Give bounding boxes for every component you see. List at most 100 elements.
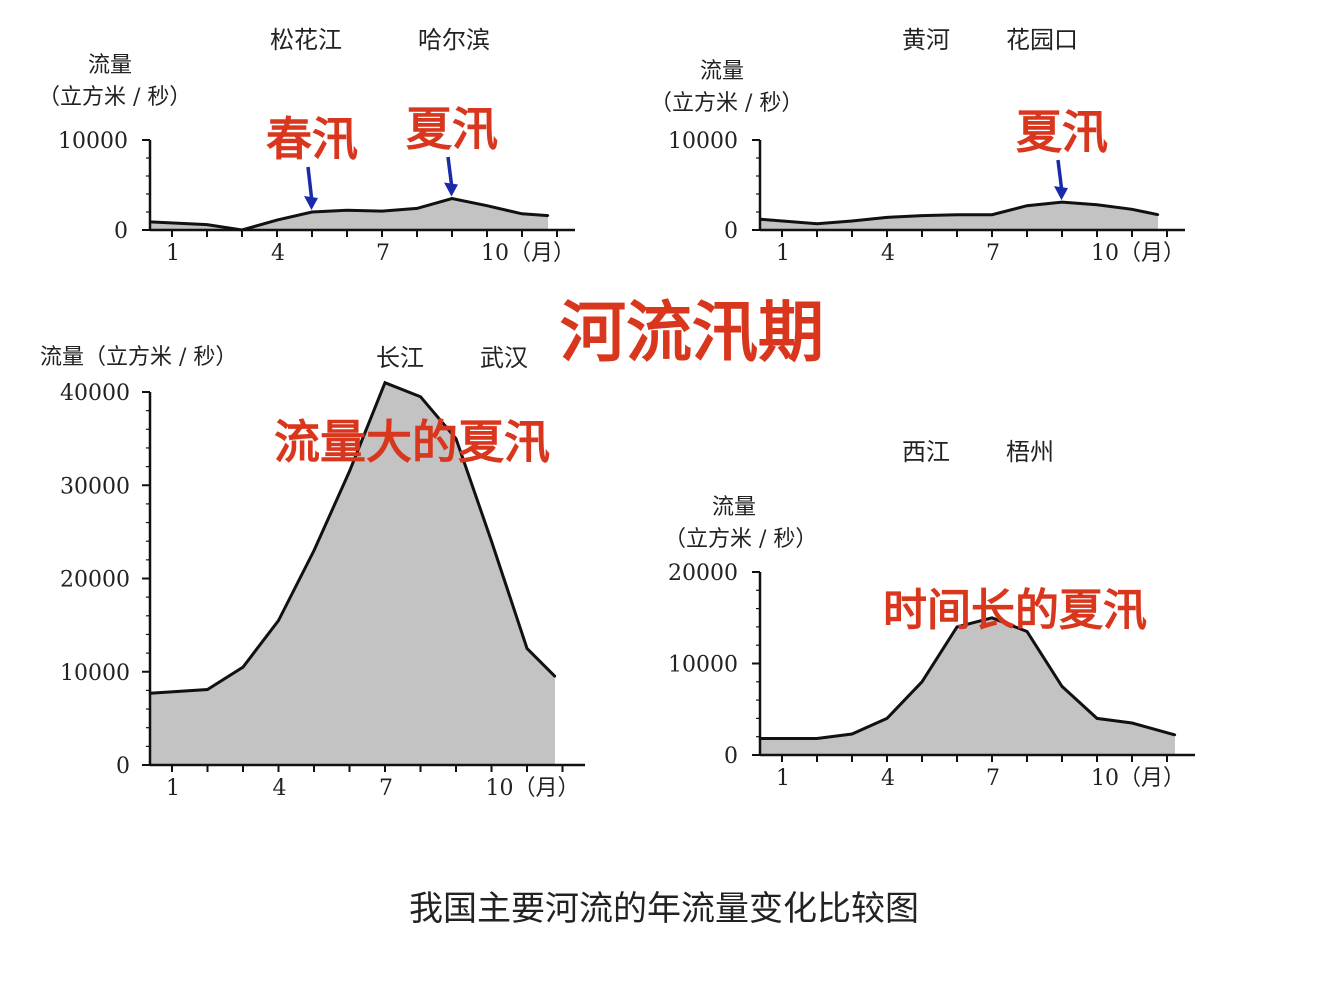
chart-river-label: 黄河 <box>902 26 950 54</box>
annotation-arrowhead <box>304 196 318 210</box>
y-tick-label: 10000 <box>58 129 128 154</box>
data-point-month-4 <box>275 218 279 222</box>
data-point-month-3 <box>850 219 854 223</box>
data-point-month-2 <box>205 223 209 226</box>
annotation-label: 时间长的夏汛 <box>883 585 1147 636</box>
y-axis-unit: （立方米 / 秒） <box>664 527 817 552</box>
annotation-label: 流量大的夏汛 <box>274 415 550 469</box>
data-point-month-5 <box>920 680 924 683</box>
data-point-month-9 <box>1060 200 1064 204</box>
y-tick-label: 30000 <box>60 474 130 499</box>
annotation-label: 夏汛 <box>1016 105 1108 159</box>
y-tick-label: 0 <box>114 219 128 244</box>
data-point-month-3 <box>241 665 245 669</box>
x-tick-label: 10（月） <box>1091 241 1185 266</box>
x-tick-label: 4 <box>273 776 287 801</box>
y-tick-label: 0 <box>116 754 130 779</box>
chart-river-label: 松花江 <box>270 26 342 54</box>
data-point-month-7 <box>990 616 994 619</box>
data-point-month-9 <box>450 197 454 200</box>
x-tick-label: 10（月） <box>481 241 575 266</box>
data-point-month-8 <box>419 395 422 398</box>
figure-caption: 我国主要河流的年流量变化比较图 <box>409 889 919 929</box>
data-point-month-6 <box>955 213 959 216</box>
flow-area <box>760 617 1175 755</box>
y-axis-label: 流量 <box>712 495 756 520</box>
data-point-month-11 <box>520 212 524 215</box>
chart-station-label: 武汉 <box>480 344 528 372</box>
data-point-month-9 <box>454 437 458 440</box>
chart-river-label: 西江 <box>902 438 950 466</box>
annotation-arrow <box>306 166 314 203</box>
chart-xijiang-wuzhou: 西江 梧州 流量 （立方米 / 秒） 1 4 7 10（月） 0 10000 20000 时间… <box>664 438 1195 791</box>
data-point-month-10 <box>485 204 489 207</box>
x-tick-label: 7 <box>376 241 390 266</box>
x-tick-label: 1 <box>166 241 180 266</box>
data-point-month-10 <box>490 540 493 543</box>
y-axis-label: 流量 <box>700 59 744 84</box>
data-point-month-10 <box>1095 203 1099 206</box>
chart-station-label: 梧州 <box>1006 438 1054 466</box>
x-tick-label: 10（月） <box>1091 766 1185 791</box>
x-tick-label: 4 <box>881 766 895 791</box>
data-point-month-12 <box>546 214 550 217</box>
x-tick-label: 1 <box>166 776 180 801</box>
data-point-month-7 <box>990 213 994 216</box>
main-title: 河流汛期 <box>560 294 824 371</box>
annotation-arrow <box>446 156 454 189</box>
x-tick-label: 1 <box>776 766 790 791</box>
data-point-month-6 <box>348 470 351 473</box>
annotation-arrowhead <box>1054 186 1068 201</box>
data-point-month-7 <box>380 209 384 213</box>
flow-area <box>150 382 555 765</box>
data-point-month-5 <box>312 549 316 552</box>
data-point-month-8 <box>415 207 419 210</box>
chart-station-label: 哈尔滨 <box>418 26 490 54</box>
flow-area <box>150 198 548 230</box>
data-point-month-4 <box>885 216 889 219</box>
data-point-month-11 <box>1130 721 1134 725</box>
data-point-month-10 <box>1095 717 1099 720</box>
x-tick-label: 4 <box>271 241 285 266</box>
data-point-month-5 <box>920 214 924 217</box>
data-point-month-2 <box>815 222 819 225</box>
x-tick-label: 7 <box>379 776 393 801</box>
data-point-month-6 <box>345 209 349 212</box>
data-point-month-9 <box>1060 685 1064 688</box>
y-tick-label: 40000 <box>60 381 130 406</box>
y-axis-label: 流量（立方米 / 秒） <box>40 345 237 370</box>
data-point-month-12 <box>553 675 557 678</box>
data-point-month-8 <box>1025 204 1029 207</box>
x-tick-label: 10（月） <box>486 776 580 801</box>
data-point-month-12 <box>1173 733 1177 737</box>
y-tick-label: 10000 <box>668 653 738 678</box>
data-point-month-2 <box>206 688 209 691</box>
y-tick-label: 0 <box>724 219 738 244</box>
data-point-month-3 <box>850 732 854 736</box>
data-point-month-12 <box>1156 213 1160 216</box>
y-tick-label: 20000 <box>668 561 738 586</box>
annotation-label: 春汛 <box>266 112 358 166</box>
chart-songhua-harbin: 松花江 哈尔滨 流量 （立方米 / 秒） 1 4 7 10（月） 0 10000 春汛 夏汛 <box>38 26 575 266</box>
data-point-month-11 <box>525 647 529 650</box>
annotation-arrowhead <box>444 182 458 197</box>
chart-yellow-huayuankou: 黄河 花园口 流量 （立方米 / 秒） 1 4 7 10（月） 0 10000 夏汛 <box>650 26 1185 266</box>
chart-river-label: 长江 <box>376 344 424 372</box>
data-point-month-11 <box>1130 208 1134 211</box>
data-point-month-2 <box>815 737 819 740</box>
data-point-month-6 <box>955 625 959 629</box>
x-tick-label: 7 <box>986 766 1000 791</box>
y-tick-label: 0 <box>724 744 738 769</box>
y-tick-label: 10000 <box>668 129 738 154</box>
data-point-month-4 <box>277 619 280 622</box>
data-point-month-7 <box>383 381 387 384</box>
annotation-arrow <box>1056 159 1064 193</box>
y-axis-unit: （立方米 / 秒） <box>38 85 191 110</box>
data-point-month-8 <box>1025 630 1029 633</box>
x-tick-label: 1 <box>776 241 790 266</box>
y-tick-label: 20000 <box>60 568 130 593</box>
y-axis-label: 流量 <box>88 53 132 78</box>
flow-line <box>760 616 1176 740</box>
flow-line <box>759 200 1159 226</box>
